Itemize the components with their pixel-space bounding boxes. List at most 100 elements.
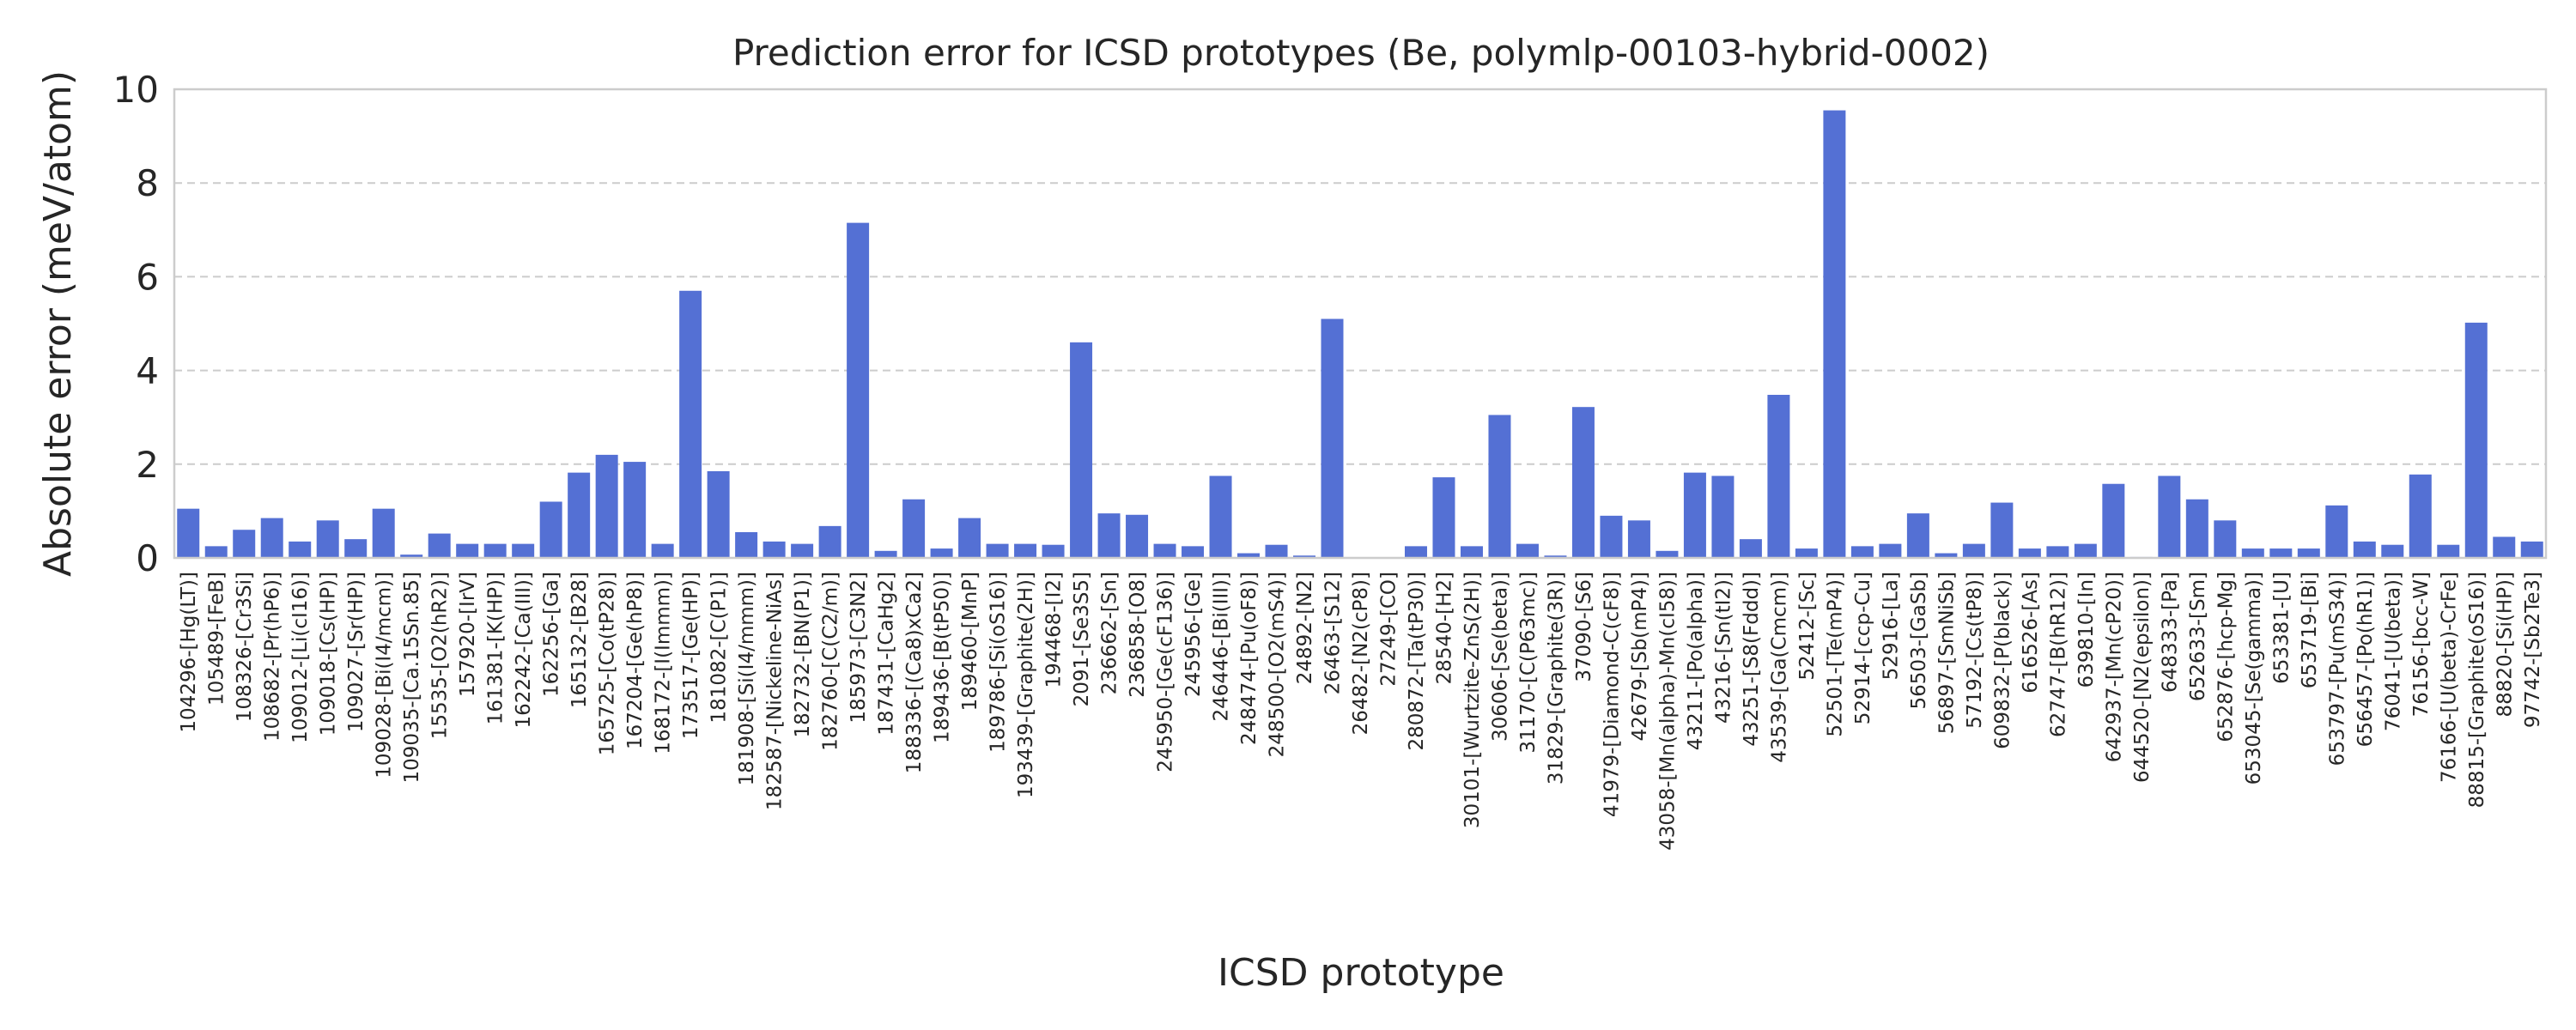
x-tick-label: 37090-[S6] bbox=[1573, 572, 1595, 682]
x-tick-label: 43216-[Sn(tI2)] bbox=[1712, 572, 1735, 724]
bar bbox=[372, 508, 395, 558]
bar bbox=[1488, 415, 1511, 558]
bar bbox=[1739, 539, 1762, 558]
bar bbox=[2297, 548, 2320, 558]
bar bbox=[1516, 543, 1539, 558]
x-tick-label: 653719-[Bi] bbox=[2299, 572, 2321, 688]
bar bbox=[847, 222, 870, 558]
bar bbox=[1237, 553, 1261, 558]
x-tick-label: 52412-[Sc] bbox=[1796, 572, 1819, 681]
bar bbox=[2241, 548, 2264, 558]
bar bbox=[2493, 536, 2516, 558]
x-tick-label: 43251-[S8(Fddd)] bbox=[1741, 572, 1763, 747]
x-tick-label: 76166-[U(beta)-CrFe] bbox=[2438, 572, 2460, 783]
x-tick-label: 185973-[C3N2] bbox=[848, 572, 870, 724]
bar bbox=[1767, 394, 1790, 558]
x-tick-label: 43211-[Po(alpha)] bbox=[1685, 572, 1707, 750]
bar bbox=[735, 531, 758, 558]
bar bbox=[1182, 546, 1205, 558]
x-tick-label: 97742-[Sb2Te3] bbox=[2522, 572, 2544, 728]
x-tick-label: 182760-[C(C2/m)] bbox=[820, 572, 842, 751]
y-tick-label: 6 bbox=[136, 256, 159, 298]
x-tick-label: 165725-[Co(tP28)] bbox=[597, 572, 619, 755]
x-tick-label: 187431-[CaHg2] bbox=[876, 572, 898, 736]
bar bbox=[2437, 544, 2460, 558]
x-tick-label: 41979-[Diamond-C(cF8)] bbox=[1601, 572, 1623, 817]
bar bbox=[289, 541, 312, 558]
x-tick-label: 88815-[Graphite(oS16)] bbox=[2466, 572, 2488, 808]
bar bbox=[1990, 502, 2014, 558]
x-tick-label: 188336-[(Ca8)xCa2] bbox=[903, 572, 926, 773]
x-tick-label: 245956-[Ge] bbox=[1182, 572, 1205, 697]
bar bbox=[1656, 550, 1679, 558]
x-tick-label: 652633-[Sm] bbox=[2187, 572, 2209, 701]
bar bbox=[344, 539, 368, 558]
bar bbox=[2074, 543, 2097, 558]
x-tick-label: 27249-[CO] bbox=[1377, 572, 1400, 687]
x-tick-label: 616526-[As] bbox=[2020, 572, 2042, 694]
bar bbox=[233, 530, 256, 558]
x-tick-label: 109035-[Ca.15Sn.85] bbox=[401, 572, 423, 784]
bar bbox=[428, 533, 451, 558]
x-tick-label: 15535-[O2(hR2)] bbox=[429, 572, 452, 739]
x-tick-label: 653045-[Se(gamma)] bbox=[2243, 572, 2265, 785]
x-tick-label: 52501-[Te(mP4)] bbox=[1824, 572, 1846, 737]
bar bbox=[595, 454, 618, 558]
x-tick-label: 189436-[B(tP50)] bbox=[932, 572, 954, 743]
x-tick-label: 609832-[P(black)] bbox=[1991, 572, 2014, 749]
x-tick-label: 181082-[C(P1)] bbox=[708, 572, 731, 724]
bar bbox=[1432, 477, 1455, 558]
x-tick-label: 236858-[O8] bbox=[1127, 572, 1149, 698]
x-tick-label: 43539-[Ga(Cmcm)] bbox=[1768, 572, 1790, 763]
x-tick-label: 30606-[Se(beta)] bbox=[1489, 572, 1511, 742]
bar bbox=[568, 472, 591, 558]
x-tick-label: 189460-[MnP] bbox=[959, 572, 981, 711]
x-tick-label: 109028-[Bi(I4/mcm)] bbox=[374, 572, 396, 779]
bar bbox=[818, 525, 841, 558]
bar bbox=[1153, 543, 1176, 558]
x-tick-label: 104296-[Hg(LT)] bbox=[178, 572, 200, 733]
bar bbox=[986, 543, 1009, 558]
x-tick-label: 168172-[I(Immm)] bbox=[653, 572, 675, 754]
bar bbox=[1823, 110, 1846, 558]
bar bbox=[679, 290, 702, 558]
bar bbox=[177, 508, 200, 558]
x-tick-label: 31170-[C(P63mc)] bbox=[1517, 572, 1540, 754]
bar bbox=[1265, 544, 1288, 558]
bar bbox=[1683, 472, 1706, 558]
y-tick-label: 4 bbox=[136, 350, 159, 392]
bar bbox=[707, 470, 730, 558]
bar bbox=[1460, 546, 1483, 558]
bar bbox=[1906, 513, 1929, 558]
bar bbox=[2018, 548, 2041, 558]
y-tick-labels: 0 2 4 6 8 10 bbox=[113, 69, 159, 579]
y-tick-label: 10 bbox=[113, 69, 159, 111]
bar bbox=[2214, 520, 2237, 558]
x-tick-label: 24892-[N2] bbox=[1294, 572, 1316, 684]
bar bbox=[930, 548, 953, 558]
grid-lines bbox=[174, 182, 2546, 465]
bar bbox=[1404, 546, 1427, 558]
x-tick-label: 26482-[N2(cP8)] bbox=[1350, 572, 1372, 735]
x-tick-label: 165132-[B28] bbox=[568, 572, 591, 708]
x-tick-label: 167204-[Ge(hP8)] bbox=[624, 572, 647, 749]
bar bbox=[2353, 541, 2376, 558]
chart-title: Prediction error for ICSD prototypes (Be… bbox=[732, 32, 1990, 74]
x-axis-label: ICSD prototype bbox=[1218, 951, 1504, 995]
bar bbox=[316, 520, 339, 558]
bar bbox=[1321, 318, 1344, 558]
x-tick-label: 56503-[GaSb] bbox=[1908, 572, 1930, 710]
bar bbox=[2158, 476, 2181, 558]
bar bbox=[1879, 543, 1902, 558]
y-tick-label: 8 bbox=[136, 162, 159, 204]
bar bbox=[1209, 476, 1232, 558]
bar bbox=[1935, 553, 1958, 558]
bar bbox=[902, 499, 926, 558]
bar bbox=[1042, 544, 1065, 558]
x-tick-label: 639810-[In] bbox=[2075, 572, 2098, 688]
bar bbox=[1571, 407, 1595, 558]
x-tick-label: 108682-[Pr(hP6)] bbox=[262, 572, 284, 742]
x-tick-label: 52914-[ccp-Cu] bbox=[1852, 572, 1874, 724]
x-tick-label: 193439-[Graphite(2H)] bbox=[1015, 572, 1037, 798]
